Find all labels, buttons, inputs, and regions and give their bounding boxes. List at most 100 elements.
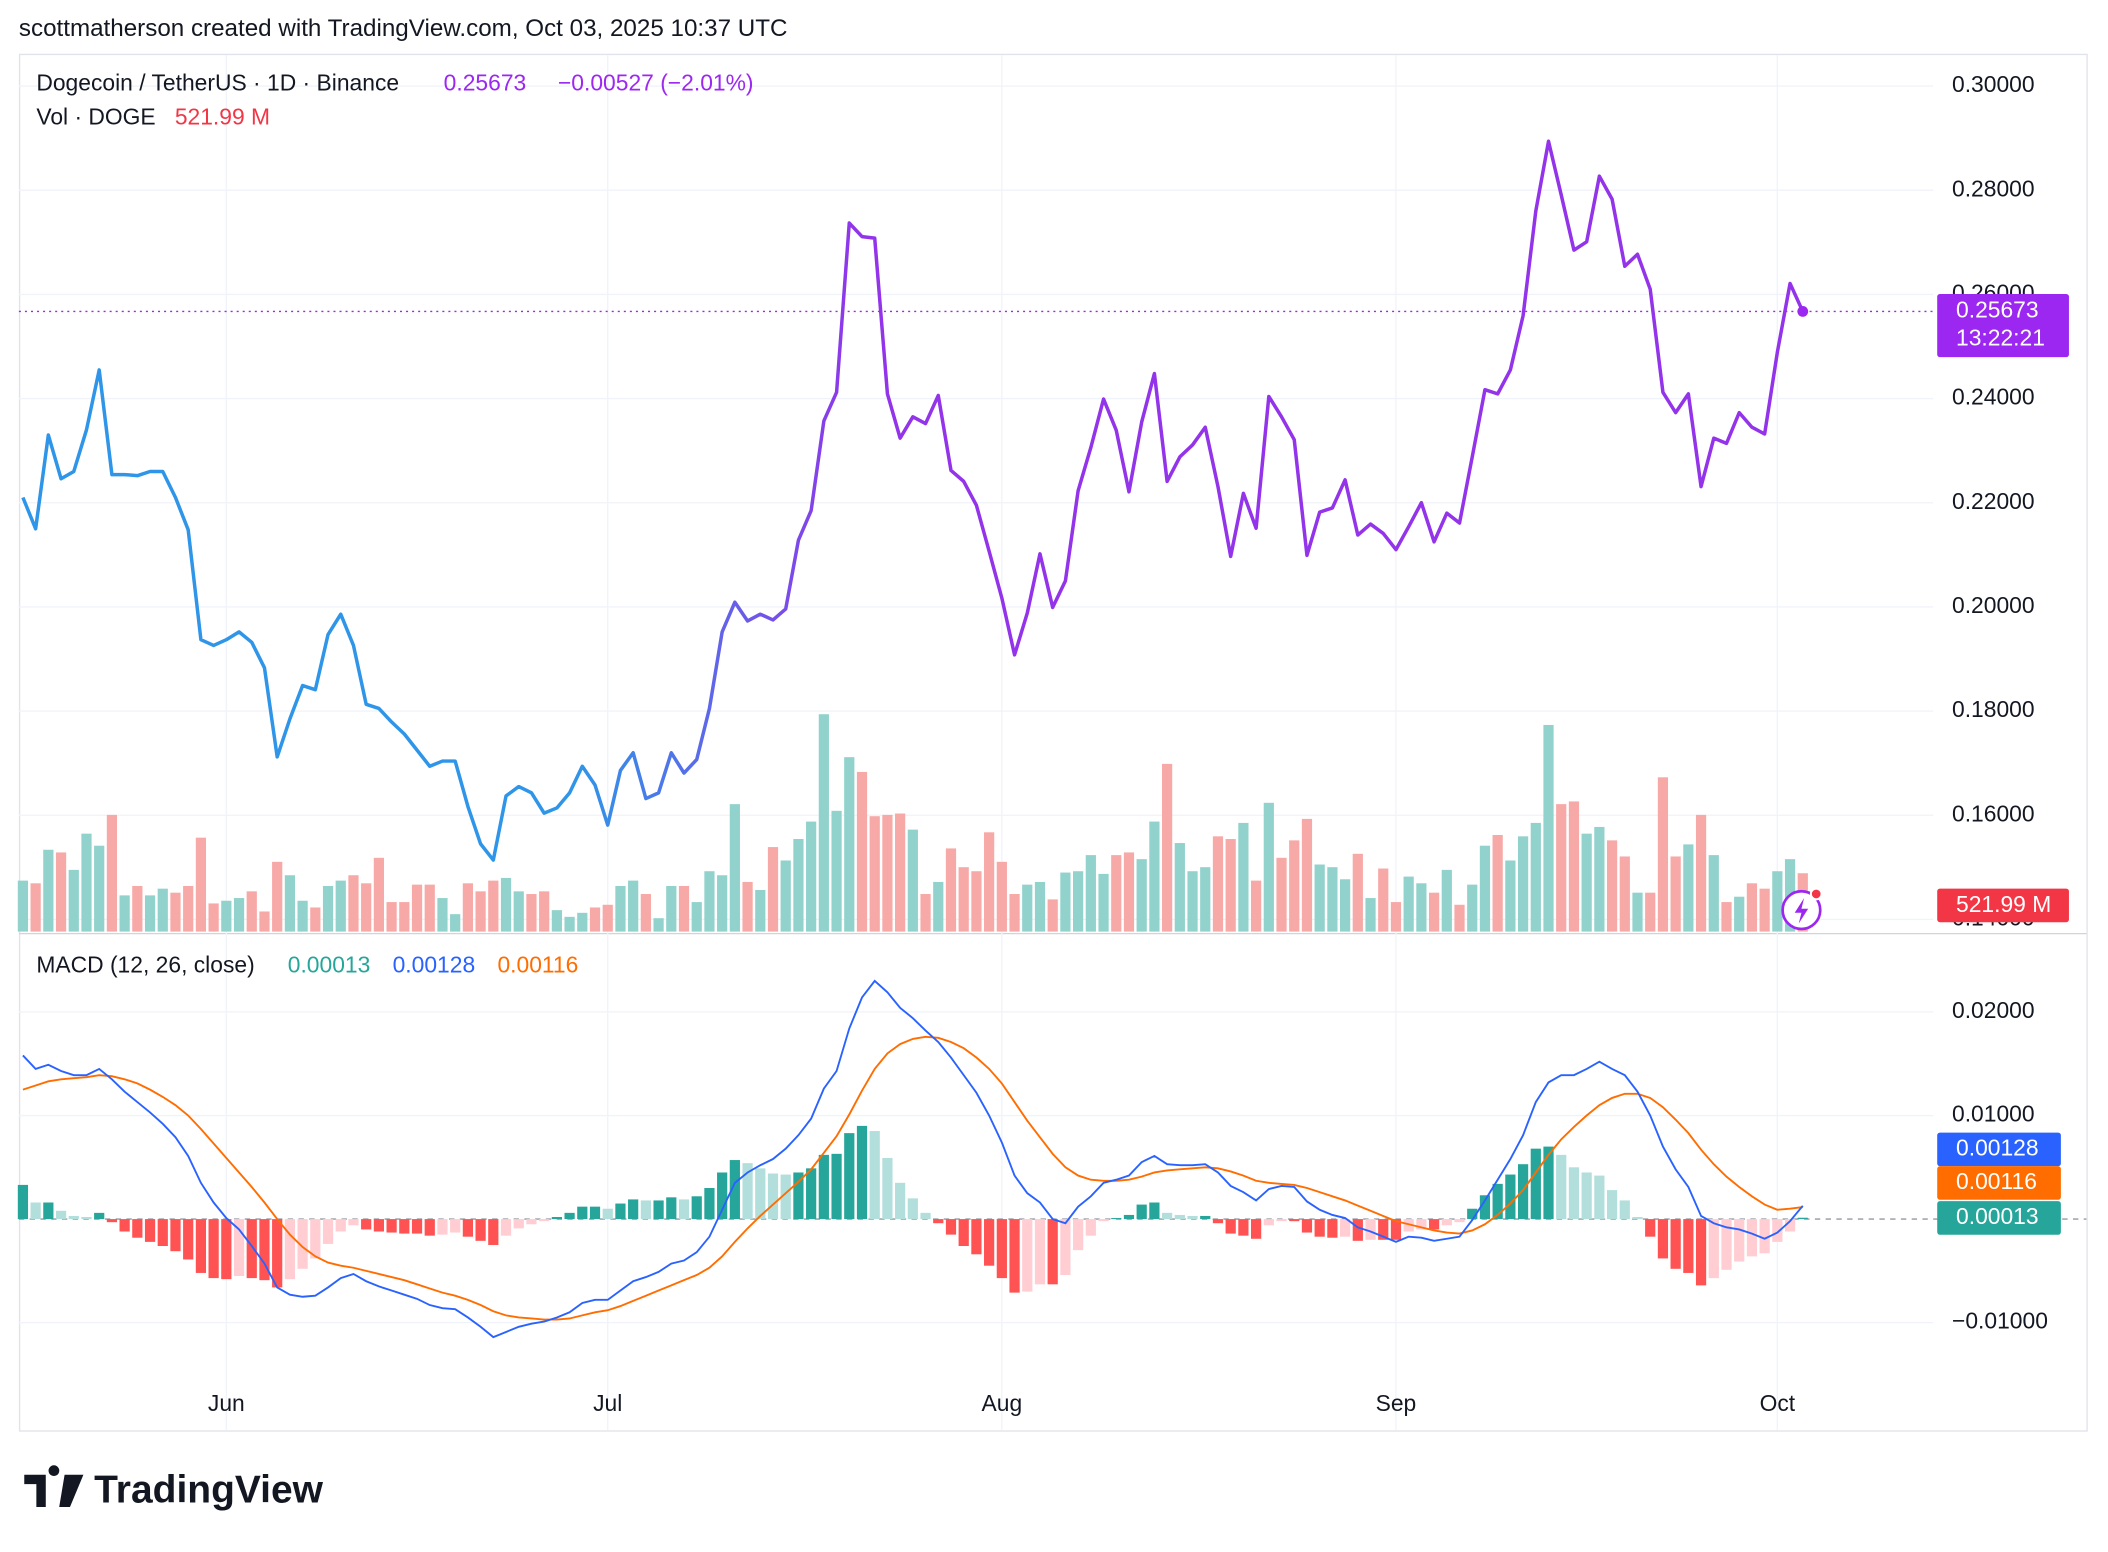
- volume-bar: [1174, 843, 1185, 932]
- volume-bar: [132, 885, 143, 932]
- macd-tag-value: 0.00116: [1956, 1168, 2037, 1194]
- histogram-bar: [1009, 1219, 1020, 1293]
- histogram-bar: [373, 1219, 384, 1232]
- volume-bar: [1187, 871, 1198, 932]
- last-price-dot: [1797, 306, 1809, 317]
- volume-bar: [1581, 833, 1592, 932]
- histogram-bar: [704, 1188, 715, 1220]
- histogram-bar: [1428, 1219, 1440, 1230]
- volume-bar: [1759, 888, 1770, 932]
- volume-bar: [640, 894, 651, 932]
- histogram-bar: [1670, 1219, 1681, 1269]
- volume-bar: [666, 885, 677, 932]
- histogram-bar: [869, 1131, 880, 1220]
- volume-bar: [1695, 814, 1707, 932]
- volume-bar: [1073, 871, 1084, 932]
- volume-bar: [589, 907, 601, 932]
- histogram-bar: [945, 1219, 957, 1235]
- volume-bar: [55, 852, 67, 932]
- histogram-bar: [386, 1219, 397, 1233]
- histogram-bar: [780, 1174, 791, 1220]
- histogram-bar: [488, 1219, 499, 1245]
- histogram-bar: [564, 1212, 575, 1220]
- volume-bar: [1530, 822, 1541, 932]
- histogram-bar: [1479, 1195, 1491, 1220]
- histogram-bar: [1772, 1219, 1783, 1242]
- volume-bar: [615, 885, 626, 932]
- volume-bar: [297, 900, 308, 932]
- grid-layer: [18, 55, 2087, 1431]
- volume-bar: [996, 861, 1007, 932]
- volume-bar: [1339, 879, 1351, 932]
- histogram-bar: [1123, 1214, 1135, 1220]
- volume-bar: [183, 885, 194, 932]
- volume-bar: [945, 848, 957, 932]
- histogram-bar: [1746, 1219, 1758, 1257]
- y-tick-label: 0.28000: [1952, 175, 2035, 201]
- histogram-bar: [1276, 1219, 1287, 1222]
- volume-bar: [488, 880, 499, 932]
- x-tick-label: Jun: [208, 1390, 245, 1416]
- y-tick-label: 0.02000: [1952, 997, 2035, 1023]
- histogram-bar: [1683, 1219, 1694, 1273]
- histogram-bar: [1289, 1219, 1300, 1222]
- macd-tag: [1937, 1201, 2061, 1235]
- histogram-bar: [971, 1219, 982, 1255]
- histogram-bar: [1047, 1219, 1058, 1285]
- volume-bar: [958, 867, 969, 932]
- volume-bar: [322, 885, 334, 932]
- volume-bar: [208, 903, 219, 932]
- volume-bar: [869, 816, 880, 932]
- volume-bar: [844, 757, 855, 932]
- histogram-bar: [1594, 1175, 1605, 1220]
- volume-bar: [1314, 864, 1325, 932]
- histogram-bar: [1212, 1219, 1224, 1224]
- volume-bar: [691, 902, 702, 932]
- alert-dot: [1809, 887, 1823, 901]
- volume-bar: [1721, 902, 1732, 932]
- volume-bar: [780, 860, 791, 932]
- histogram-bar: [170, 1219, 181, 1252]
- volume-bar: [1034, 881, 1046, 932]
- price-line: [21, 139, 1805, 862]
- histogram-bar: [183, 1219, 194, 1260]
- volume-bar: [895, 813, 906, 932]
- y-tick-label: 0.20000: [1952, 592, 2035, 618]
- histogram-bar: [678, 1199, 690, 1220]
- price-tag-value: 0.25673: [1956, 296, 2039, 322]
- volume-bar: [933, 881, 944, 932]
- volume-bar: [806, 821, 817, 932]
- volume-bar: [1683, 844, 1694, 932]
- volume-bar: [856, 771, 868, 932]
- volume-bar: [411, 884, 423, 932]
- histogram-bar: [475, 1219, 486, 1241]
- price-tag-countdown: 13:22:21: [1956, 325, 2045, 351]
- y-tick-label: 0.22000: [1952, 488, 2035, 514]
- volume-bar: [539, 891, 550, 932]
- histogram-bar: [1314, 1219, 1325, 1237]
- histogram-bar: [1797, 1217, 1808, 1220]
- histogram-bar: [132, 1219, 143, 1238]
- volume-bar: [475, 891, 486, 932]
- volume-bar: [1632, 892, 1643, 932]
- histogram-bar: [526, 1219, 537, 1225]
- volume-bar: [1543, 724, 1554, 932]
- volume-bar: [17, 880, 29, 932]
- histogram-bar: [742, 1163, 753, 1220]
- histogram-bar: [500, 1219, 512, 1236]
- volume-bar: [1606, 840, 1618, 932]
- macd-line-last: 0.00128: [393, 952, 476, 978]
- price-change: −0.00527 (−2.01%): [558, 70, 754, 96]
- volume-bar: [1136, 859, 1147, 932]
- histogram-bar: [1365, 1219, 1376, 1240]
- histogram-bar: [310, 1219, 321, 1259]
- volume-bar: [1200, 867, 1211, 932]
- histogram-bar: [1162, 1212, 1173, 1220]
- histogram-bar: [513, 1219, 524, 1229]
- volume-bar: [386, 902, 397, 932]
- volume-bar: [1060, 872, 1071, 932]
- volume-bar: [526, 894, 537, 932]
- histogram-bar: [806, 1168, 817, 1220]
